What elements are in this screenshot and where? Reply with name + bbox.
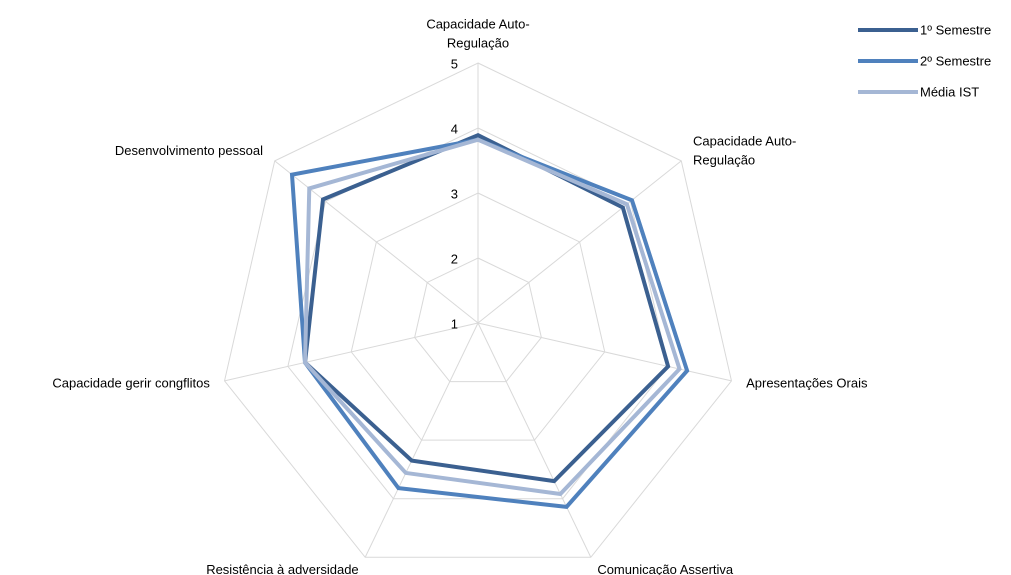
category-label: Regulação	[693, 152, 755, 167]
grid-ring	[414, 257, 542, 383]
tick-label: 3	[451, 186, 458, 201]
category-label: Capacidade gerir congflitos	[52, 376, 210, 391]
spoke	[364, 322, 479, 558]
grid-ring	[350, 192, 606, 441]
legend-label: 1º Semestre	[920, 22, 991, 37]
series-line	[302, 137, 682, 497]
spoke	[224, 322, 479, 382]
spoke	[477, 322, 732, 382]
category-label: Resistência à adversidade	[206, 562, 358, 575]
category-label: Capacidade Auto-	[426, 16, 529, 31]
legend-label: Média IST	[920, 84, 979, 99]
tick-label: 2	[451, 251, 458, 266]
category-label: Desenvolvimento pessoal	[115, 143, 263, 158]
tick-label: 4	[451, 121, 458, 136]
series-line	[302, 132, 671, 484]
category-label: Comunicação Assertiva	[597, 562, 734, 575]
category-label: Regulação	[447, 35, 509, 50]
legend-label: 2º Semestre	[920, 53, 991, 68]
spoke	[477, 160, 682, 324]
tick-label: 5	[451, 56, 458, 71]
tick-label: 1	[451, 316, 458, 331]
grid-ring	[223, 62, 733, 558]
series-line	[289, 137, 690, 509]
category-label: Capacidade Auto-	[693, 133, 796, 148]
category-label: Apresentações Orais	[746, 376, 868, 391]
spoke	[477, 322, 592, 558]
